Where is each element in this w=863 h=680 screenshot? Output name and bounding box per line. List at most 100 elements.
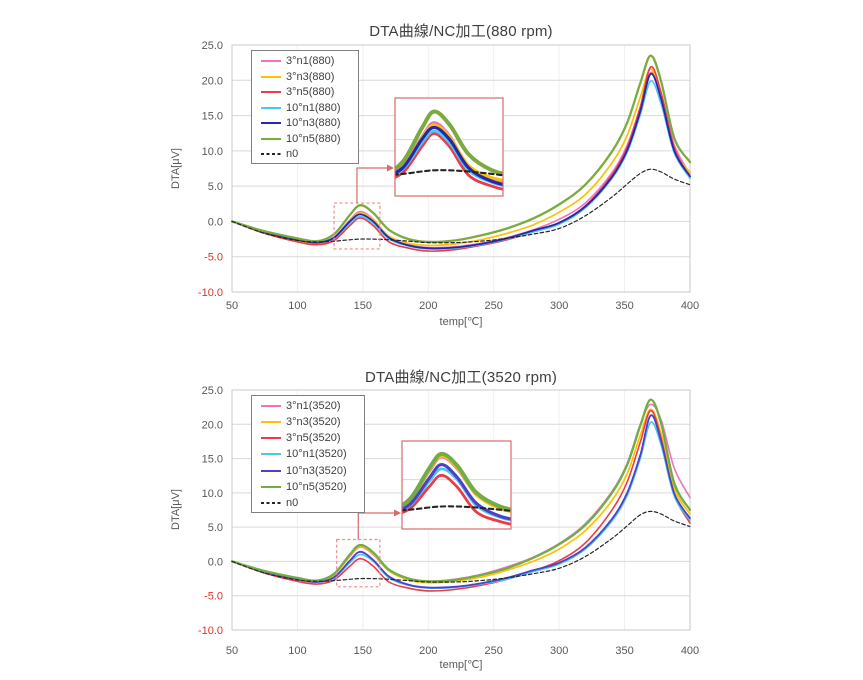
zoom-callout-connector-1 [357, 512, 395, 540]
legend-item-3°n5(3520)[interactable]: 3°n5(3520) [261, 432, 360, 444]
x-tick-label: 300 [550, 645, 568, 657]
x-tick-labels-0: 50 100 150 200 250 300 350 400 [226, 300, 699, 312]
x-tick-label: 350 [615, 645, 633, 657]
x-tick-label: 400 [681, 300, 699, 312]
x-tick-label: 300 [550, 300, 568, 312]
legend-item-10°n5(880)[interactable]: 10°n5(880) [261, 133, 354, 145]
legend-dashed-line-swatch-icon [261, 502, 281, 504]
y-tick-label: 15.0 [202, 454, 223, 466]
chart-title-880[interactable]: DTA曲線/NC加工(880 rpm) [369, 23, 553, 40]
legend-item-3°n1(880)[interactable]: 3°n1(880) [261, 55, 354, 67]
y-tick-labels-0: 25.0 20.0 15.0 10.0 5.0 0.0 -5.0 -10.0 [198, 40, 223, 299]
y-tick-label: -5.0 [204, 591, 223, 603]
legend-line-swatch-icon [261, 75, 281, 78]
x-tick-label: 250 [485, 300, 503, 312]
y-tick-label: 5.0 [208, 181, 223, 193]
x-tick-label: 100 [288, 300, 306, 312]
legend-line-swatch-icon [261, 106, 281, 109]
legend-item-n0[interactable]: n0 [261, 148, 354, 160]
x-tick-label: 200 [419, 300, 437, 312]
inset-series-10°n5(880) [395, 109, 503, 176]
inset-series-n0 [402, 505, 511, 512]
legend-3520[interactable]: 3°n1(3520) 3°n3(3520) 3°n5(3520) 10°n1(3520… [251, 395, 365, 513]
x-tick-labels-1: 50 100 150 200 250 300 350 400 [226, 645, 699, 657]
legend-item-10°n1(3520)[interactable]: 10°n1(3520) [261, 448, 360, 460]
legend-item-10°n5(3520)[interactable]: 10°n5(3520) [261, 481, 360, 493]
legend-line-swatch-icon [261, 60, 281, 62]
legend-label: 3°n3(3520) [286, 416, 341, 429]
legend-item-n0[interactable]: n0 [261, 497, 360, 509]
x-axis-title-880[interactable]: temp[℃] [439, 316, 483, 328]
zoom-callout-connector-0 [356, 167, 388, 204]
series-10°n3(3520)[interactable] [231, 414, 691, 589]
y-tick-label: 0.0 [208, 216, 223, 228]
x-tick-label: 150 [354, 645, 372, 657]
legend-line-swatch-icon [261, 469, 281, 472]
y-tick-label: 25.0 [202, 40, 223, 52]
legend-item-3°n1(3520)[interactable]: 3°n1(3520) [261, 400, 360, 412]
legend-label: n0 [286, 496, 299, 509]
plot-area-0[interactable] [231, 44, 691, 293]
y-tick-label: 20.0 [202, 75, 223, 87]
legend-label: 10°n1(3520) [286, 448, 347, 461]
chart-title-3520[interactable]: DTA曲線/NC加工(3520 rpm) [364, 369, 558, 386]
x-tick-label: 400 [681, 645, 699, 657]
inset-series-3°n1(3520) [402, 455, 511, 512]
y-tick-labels-1: 25.0 20.0 15.0 10.0 5.0 0.0 -5.0 -10.0 [198, 385, 223, 637]
legend-label: 3°n1(3520) [286, 400, 341, 412]
legend-dashed-line-swatch-icon [261, 153, 281, 155]
legend-item-10°n3(880)[interactable]: 10°n3(880) [261, 117, 354, 129]
legend-label: 3°n3(880) [286, 70, 335, 83]
inset-series-3°n3(3520) [402, 454, 511, 514]
y-tick-label: 5.0 [208, 522, 223, 534]
series-n0[interactable] [231, 168, 691, 244]
y-tick-label: 20.0 [202, 419, 223, 431]
y-tick-label: -10.0 [198, 625, 223, 637]
y-tick-label: 25.0 [202, 385, 223, 397]
x-axis-title-3520[interactable]: temp[℃] [439, 659, 483, 671]
x-tick-label: 50 [226, 645, 238, 657]
y-tick-label: 10.0 [202, 488, 223, 500]
legend-item-3°n3(3520)[interactable]: 3°n3(3520) [261, 416, 360, 428]
series-10°n3(880)[interactable] [231, 72, 691, 250]
inset-series-10°n5(3520) [402, 451, 511, 512]
legend-item-10°n3(3520)[interactable]: 10°n3(3520) [261, 465, 360, 477]
inset-series-3°n5(3520) [402, 473, 511, 526]
legend-label: 10°n5(3520) [286, 480, 347, 493]
legend-line-swatch-icon [261, 485, 281, 488]
zoom-source-box-1[interactable] [336, 538, 381, 588]
x-tick-label: 250 [485, 645, 503, 657]
legend-item-10°n1(880)[interactable]: 10°n1(880) [261, 102, 354, 114]
legend-line-swatch-icon [261, 405, 281, 407]
legend-line-swatch-icon [261, 421, 281, 424]
legend-label: 3°n5(3520) [286, 432, 341, 445]
legend-label: 10°n5(880) [286, 132, 341, 145]
legend-label: 10°n3(3520) [286, 464, 347, 477]
x-tick-label: 350 [615, 300, 633, 312]
y-tick-label: -5.0 [204, 252, 223, 264]
x-tick-label: 50 [226, 300, 238, 312]
x-tick-label: 150 [354, 300, 372, 312]
zoom-inset-0[interactable] [281, 0, 829, 197]
inset-series-10°n3(880) [395, 125, 503, 187]
series-n0[interactable] [231, 510, 691, 583]
series-10°n5(3520)[interactable] [231, 398, 691, 583]
x-tick-label: 100 [288, 645, 306, 657]
legend-item-3°n5(880)[interactable]: 3°n5(880) [261, 86, 354, 98]
legend-line-swatch-icon [261, 137, 281, 140]
inset-series-10°n3(3520) [402, 463, 511, 521]
legend-line-swatch-icon [261, 122, 281, 124]
zoom-inset-1[interactable] [287, 226, 840, 530]
legend-880[interactable]: 3°n1(880) 3°n3(880) 3°n5(880) 10°n1(880) 10°… [251, 50, 359, 164]
inset-series-3°n5(880) [395, 132, 503, 191]
legend-line-swatch-icon [261, 453, 281, 456]
legend-label: 10°n1(880) [286, 101, 341, 114]
y-tick-label: 0.0 [208, 556, 223, 568]
legend-label: 10°n3(880) [286, 117, 341, 129]
legend-item-3°n3(880)[interactable]: 3°n3(880) [261, 71, 354, 83]
series-10°n5(880)[interactable] [231, 54, 691, 244]
legend-label: 3°n5(880) [286, 86, 335, 98]
y-tick-label: 10.0 [202, 146, 223, 158]
